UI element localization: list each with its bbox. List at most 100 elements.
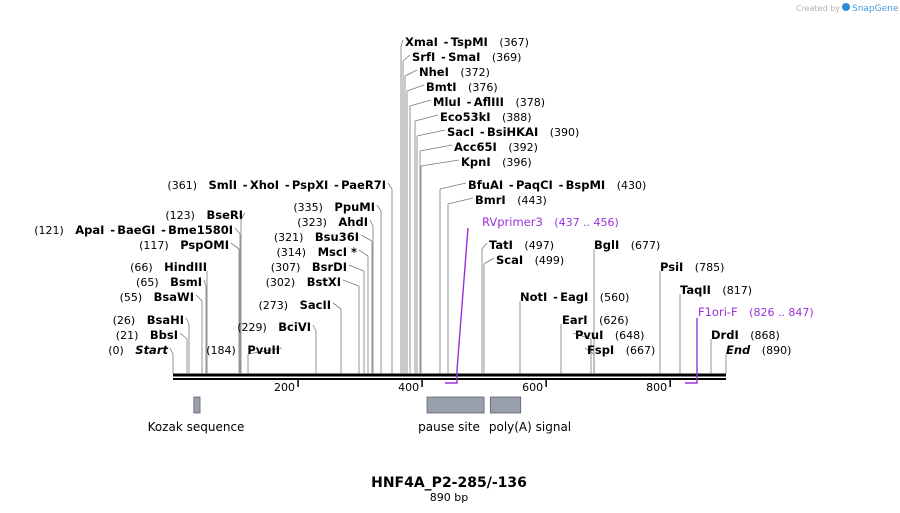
- enzyme-site: PsiI (785): [660, 260, 724, 274]
- enzyme-name: TspMI: [451, 35, 488, 49]
- enzyme-position: (560): [600, 291, 630, 304]
- primer-annotation: RVprimer3 (437 .. 456): [445, 215, 619, 384]
- enzyme-label: (273) SacII: [258, 298, 331, 312]
- primer-annotation: F1ori-F (826 .. 847): [685, 305, 814, 384]
- enzyme-site: End (890): [726, 343, 791, 357]
- enzyme-position: (321): [274, 231, 304, 244]
- enzyme-name: MscI *: [318, 245, 357, 259]
- enzyme-name: Bme1580I: [168, 223, 233, 237]
- snapgene-logo-icon: [842, 3, 850, 11]
- enzyme-position: (626): [599, 314, 629, 327]
- enzyme-label: (26) BsaHI: [113, 313, 184, 327]
- enzyme-separator: -: [553, 178, 566, 192]
- enzyme-label: SrfI - SmaI (369): [412, 50, 521, 64]
- enzyme-separator: -: [104, 223, 117, 237]
- enzyme-name: BspMI: [566, 178, 606, 192]
- primer-label: F1ori-F (826 .. 847): [698, 305, 814, 319]
- axis-tick-label: 800: [646, 381, 667, 394]
- credit-prefix: Created by: [796, 4, 840, 13]
- enzyme-position: (390): [550, 126, 580, 139]
- feature-label: pause site: [418, 420, 480, 434]
- enzyme-name: BciVI: [278, 320, 311, 334]
- feature-label: poly(A) signal: [489, 420, 571, 434]
- enzyme-position: (499): [535, 254, 565, 267]
- feature-box: [426, 396, 485, 414]
- sequence-title: HNF4A_P2-285/-136: [371, 475, 527, 491]
- enzyme-name: BfuAI: [468, 178, 503, 192]
- enzyme-separator: -: [503, 178, 516, 192]
- enzyme-position: (785): [695, 261, 725, 274]
- enzyme-label: End (890): [726, 343, 791, 357]
- enzyme-leader-line: [376, 204, 382, 212]
- enzyme-label: (184) PvuII: [206, 343, 280, 357]
- enzyme-position: (388): [502, 111, 532, 124]
- enzyme-site: PvuI (648): [575, 328, 644, 342]
- enzyme-site: (302) BstXI: [266, 275, 341, 289]
- enzyme-site: (21) BbsI: [116, 328, 178, 342]
- enzyme-name: Acc65I: [454, 140, 497, 154]
- enzyme-leader-line: [409, 99, 432, 107]
- enzyme-name: ScaI: [496, 253, 523, 267]
- enzyme-label: (66) HindIII: [130, 260, 207, 274]
- enzyme-label: (121) ApaI - BaeGI - Bme1580I: [34, 223, 233, 237]
- enzyme-name: EagI: [560, 290, 588, 304]
- enzyme-label: Acc65I (392): [454, 140, 538, 154]
- enzyme-position: (890): [762, 344, 792, 357]
- enzyme-position: (307): [271, 261, 301, 274]
- primer-annotations: RVprimer3 (437 .. 456) F1ori-F (826 .. 84…: [445, 215, 814, 384]
- enzyme-position: (302): [266, 276, 296, 289]
- enzyme-position: (121): [34, 224, 64, 237]
- enzyme-separator: -: [155, 223, 168, 237]
- enzyme-position: (667): [626, 344, 656, 357]
- enzyme-name: BsmI: [170, 275, 202, 289]
- enzyme-label: XmaI - TspMI (367): [405, 35, 529, 49]
- enzyme-site: Acc65I (392): [454, 140, 538, 154]
- enzyme-position: (378): [515, 96, 545, 109]
- enzyme-label: TatI (497): [489, 238, 554, 252]
- enzyme-position: (361): [167, 179, 197, 192]
- enzyme-name: DrdI: [711, 328, 739, 342]
- enzyme-site: (361) SmlI - XhoI - PspXI - PaeR7I: [167, 178, 386, 192]
- enzyme-position: (323): [297, 216, 327, 229]
- enzyme-leader-line: [230, 242, 240, 250]
- enzyme-separator: -: [237, 178, 250, 192]
- enzyme-name: PvuII: [247, 343, 280, 357]
- enzyme-leader-line: [348, 264, 365, 272]
- enzyme-site: FspI (667): [587, 343, 655, 357]
- enzyme-separator: -: [438, 35, 451, 49]
- enzyme-leader-line: [406, 84, 425, 92]
- enzyme-label: (123) BseRI: [165, 208, 243, 222]
- enzyme-position: (367): [499, 36, 529, 49]
- enzyme-label: (361) SmlI - XhoI - PspXI - PaeR7I: [167, 178, 386, 192]
- enzyme-name: FspI: [587, 343, 614, 357]
- axis-ticks: 200 400 600 800: [274, 380, 671, 394]
- enzyme-position: (123): [165, 209, 195, 222]
- enzyme-leader-line: [420, 159, 460, 167]
- enzyme-label: BmtI (376): [426, 80, 498, 94]
- enzyme-label: (117) PspOMI: [139, 238, 229, 252]
- enzyme-name: PspXI: [292, 178, 328, 192]
- enzyme-site: TatI (497): [489, 238, 554, 252]
- enzyme-label: PsiI (785): [660, 260, 724, 274]
- enzyme-label: BglI (677): [594, 238, 660, 252]
- enzyme-site: BglI (677): [594, 238, 660, 252]
- enzyme-leader-line: [416, 129, 446, 137]
- enzyme-position: (184): [206, 344, 236, 357]
- sequence-backbone: [173, 373, 726, 380]
- enzyme-leader-line: [483, 257, 495, 265]
- enzyme-leader-line: [185, 317, 190, 325]
- enzyme-position: (273): [258, 299, 288, 312]
- enzyme-site: (55) BsaWI: [120, 290, 194, 304]
- enzyme-leader-line: [342, 279, 360, 287]
- primer-arrow: [685, 318, 698, 384]
- enzyme-site: SacI - BsiHKAI (390): [447, 125, 579, 139]
- enzyme-label: NotI - EagI (560): [520, 290, 629, 304]
- primer-label: RVprimer3 (437 .. 456): [482, 215, 619, 229]
- enzyme-site: (123) BseRI: [165, 208, 243, 222]
- enzyme-site: MluI - AflIII (378): [433, 95, 545, 109]
- enzyme-site: TaqII (817): [680, 283, 752, 297]
- enzyme-site: EarI (626): [562, 313, 629, 327]
- enzyme-label: KpnI (396): [461, 155, 532, 169]
- enzyme-site: (65) BsmI: [136, 275, 202, 289]
- enzyme-label: (302) BstXI: [266, 275, 341, 289]
